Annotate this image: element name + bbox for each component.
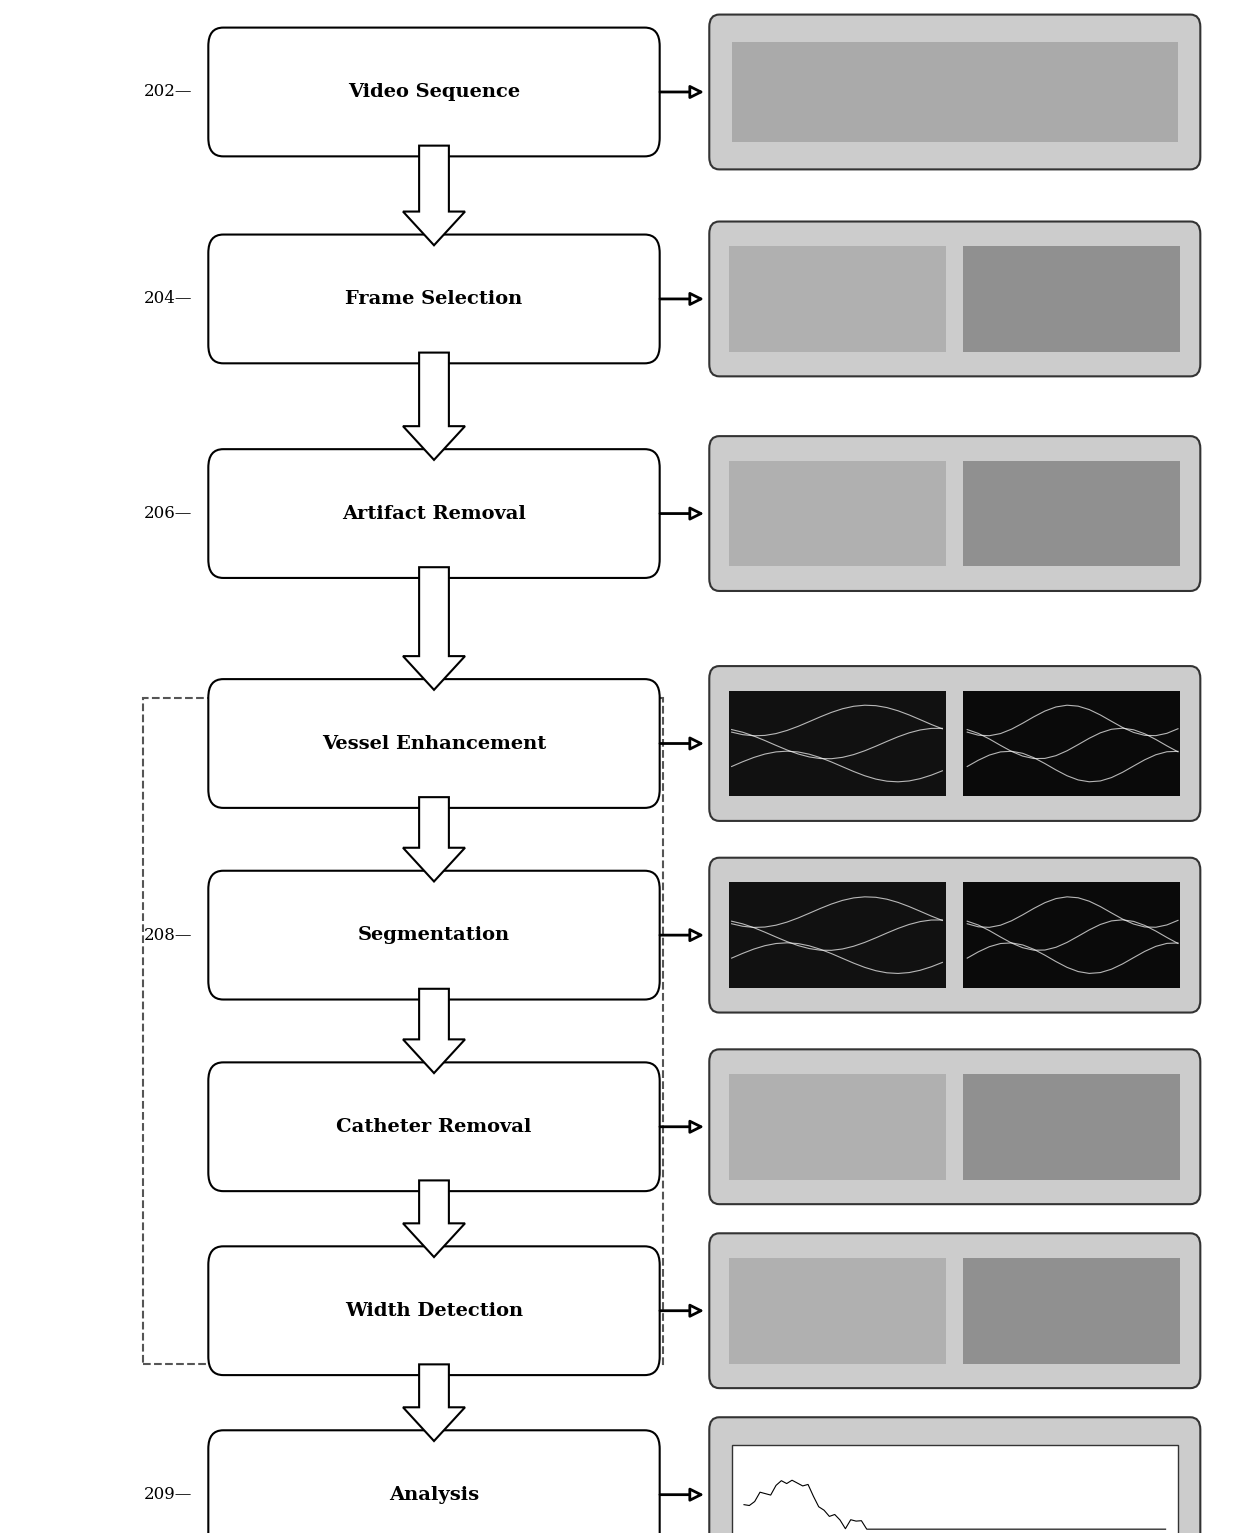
Text: 209—: 209— — [144, 1485, 192, 1504]
FancyBboxPatch shape — [963, 690, 1180, 797]
FancyBboxPatch shape — [963, 461, 1180, 566]
FancyBboxPatch shape — [729, 690, 946, 797]
FancyBboxPatch shape — [709, 1233, 1200, 1389]
FancyBboxPatch shape — [709, 665, 1200, 822]
Text: Width Detection: Width Detection — [345, 1302, 523, 1320]
FancyBboxPatch shape — [709, 1416, 1200, 1533]
FancyBboxPatch shape — [729, 883, 946, 987]
FancyBboxPatch shape — [208, 449, 660, 578]
FancyBboxPatch shape — [709, 437, 1200, 590]
FancyBboxPatch shape — [208, 28, 660, 156]
FancyBboxPatch shape — [709, 15, 1200, 170]
Polygon shape — [403, 797, 465, 881]
FancyBboxPatch shape — [729, 461, 946, 566]
FancyBboxPatch shape — [729, 245, 946, 353]
FancyBboxPatch shape — [732, 43, 1178, 143]
FancyBboxPatch shape — [963, 245, 1180, 353]
Polygon shape — [403, 567, 465, 690]
Text: Video Sequence: Video Sequence — [348, 83, 520, 101]
FancyBboxPatch shape — [709, 1049, 1200, 1205]
Text: Analysis: Analysis — [389, 1485, 479, 1504]
Polygon shape — [403, 353, 465, 460]
FancyBboxPatch shape — [963, 1073, 1180, 1180]
FancyBboxPatch shape — [208, 871, 660, 1000]
FancyBboxPatch shape — [732, 1444, 1178, 1533]
FancyBboxPatch shape — [709, 221, 1200, 377]
Polygon shape — [403, 146, 465, 245]
Text: Frame Selection: Frame Selection — [346, 290, 522, 308]
FancyBboxPatch shape — [208, 235, 660, 363]
Text: Segmentation: Segmentation — [358, 926, 510, 944]
Text: Vessel Enhancement: Vessel Enhancement — [322, 734, 546, 753]
Text: 208—: 208— — [144, 926, 192, 944]
Polygon shape — [403, 1364, 465, 1441]
FancyBboxPatch shape — [709, 858, 1200, 1012]
Text: 206—: 206— — [144, 504, 192, 523]
FancyBboxPatch shape — [208, 1430, 660, 1533]
Polygon shape — [403, 1180, 465, 1257]
FancyBboxPatch shape — [963, 883, 1180, 987]
FancyBboxPatch shape — [729, 1073, 946, 1180]
FancyBboxPatch shape — [208, 1246, 660, 1375]
Text: 204—: 204— — [144, 290, 192, 308]
Text: Catheter Removal: Catheter Removal — [336, 1118, 532, 1136]
Text: 202—: 202— — [144, 83, 192, 101]
FancyBboxPatch shape — [963, 1257, 1180, 1364]
FancyBboxPatch shape — [729, 1257, 946, 1364]
Polygon shape — [403, 989, 465, 1073]
FancyBboxPatch shape — [208, 1062, 660, 1191]
Text: Artifact Removal: Artifact Removal — [342, 504, 526, 523]
FancyBboxPatch shape — [208, 679, 660, 808]
